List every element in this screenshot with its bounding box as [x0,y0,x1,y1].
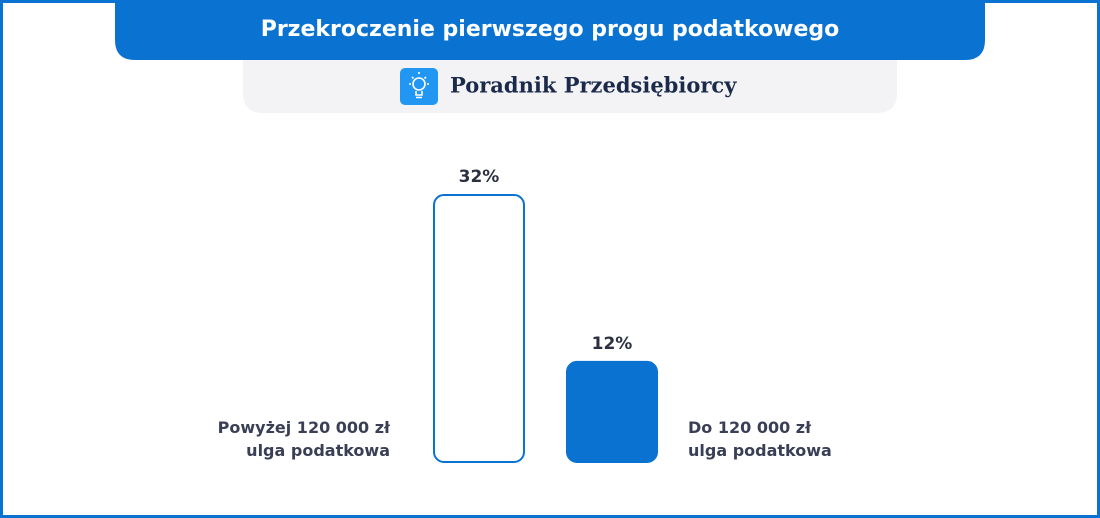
title-banner [115,0,985,60]
logo-icon [400,68,438,105]
bar [566,360,658,463]
bar [433,194,525,463]
category-label: Do 120 000 zł ulga podatkowa [688,418,832,460]
value-label: 12% [592,334,633,354]
value-label: 32% [459,167,500,187]
category-label: Powyżej 120 000 zł ulga podatkowa [218,418,391,460]
brand-name: Poradnik Przedsiębiorcy [450,73,737,98]
chart-title: Przekroczenie pierwszego progu podatkowe… [261,17,840,42]
